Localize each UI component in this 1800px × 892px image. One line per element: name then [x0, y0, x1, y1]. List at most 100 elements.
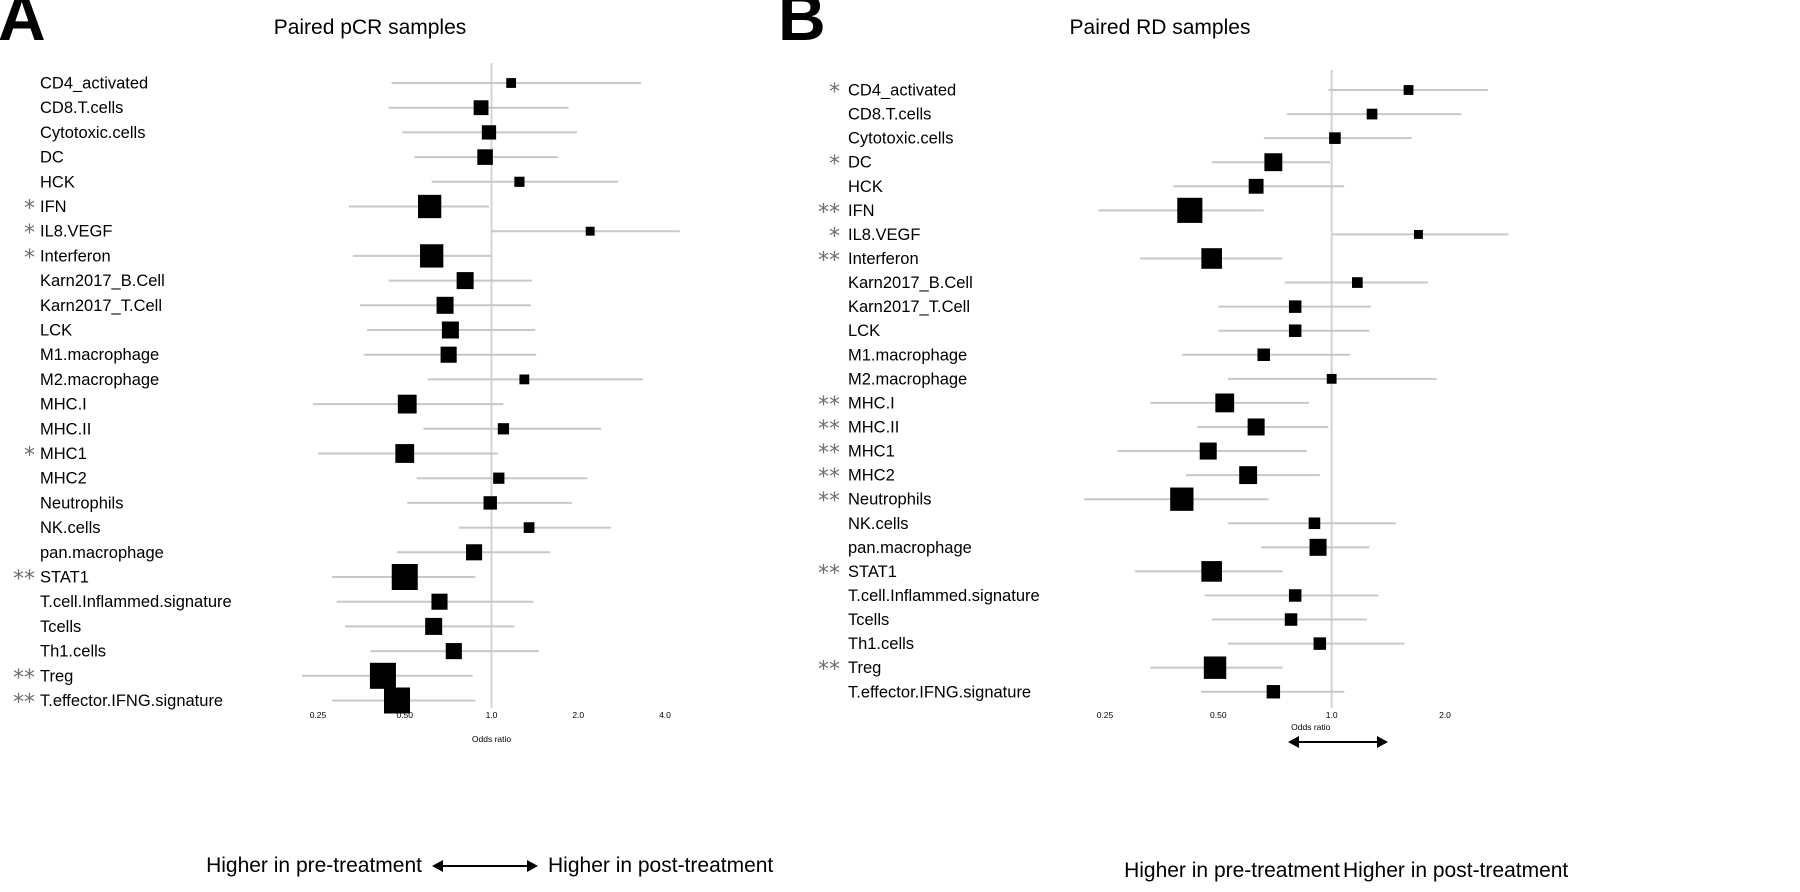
tick-label: 0.50 [396, 710, 413, 720]
significance-stars: * [829, 152, 840, 177]
significance-stars: ** [13, 666, 35, 691]
row-label: MHC2 [40, 470, 87, 488]
panel-letter: A [0, 0, 46, 54]
forest-row: T.cell.Inflammed.signature [40, 593, 534, 611]
odds-ratio-point [1239, 466, 1258, 485]
odds-ratio-point [1329, 132, 1341, 144]
odds-ratio-point [493, 472, 505, 484]
forest-row: ** Neutrophils [818, 487, 1269, 514]
odds-ratio-point [1170, 487, 1194, 511]
odds-ratio-point [1308, 517, 1321, 530]
forest-row: Th1.cells [40, 643, 539, 661]
tick-label: 0.25 [310, 710, 327, 720]
direction-label-pre: Higher in pre-treatment [1124, 859, 1340, 882]
row-label: IFN [848, 202, 875, 220]
row-label: HCK [40, 173, 75, 191]
row-label: Karn2017_T.Cell [848, 298, 970, 316]
direction-label-post: Higher in post-treatment [548, 854, 773, 877]
tick-label: 0.25 [1097, 710, 1114, 720]
row-label: Cytotoxic.cells [848, 130, 953, 148]
row-label: Cytotoxic.cells [40, 124, 145, 142]
forest-row: Neutrophils [40, 494, 572, 512]
odds-ratio-point [456, 272, 474, 290]
row-label: Tcells [848, 611, 889, 629]
significance-stars: * [829, 80, 840, 105]
forest-row: Karn2017_B.Cell [848, 274, 1428, 292]
forest-row: M2.macrophage [40, 371, 643, 389]
forest-row: LCK [40, 321, 536, 340]
row-label: Tcells [40, 618, 81, 636]
row-label: M1.macrophage [848, 346, 967, 364]
row-label: STAT1 [848, 563, 897, 581]
forest-row: * IL8.VEGF [24, 221, 680, 246]
row-label: MHC1 [848, 443, 895, 461]
forest-row: M2.macrophage [848, 370, 1437, 388]
forest-row: T.effector.IFNG.signature [848, 683, 1345, 701]
row-label: IFN [40, 198, 67, 216]
forest-row: pan.macrophage [40, 544, 551, 562]
row-label: MHC1 [40, 445, 87, 463]
odds-ratio-point [431, 593, 448, 610]
forest-row: * IL8.VEGF [829, 224, 1509, 249]
direction-label-post: Higher in post-treatment [1343, 859, 1568, 882]
odds-ratio-point [1201, 561, 1222, 582]
odds-ratio-point [514, 176, 525, 187]
significance-stars: ** [818, 200, 840, 225]
tick-label: 2.0 [572, 710, 584, 720]
significance-stars: * [24, 444, 35, 469]
row-label: pan.macrophage [848, 539, 972, 557]
row-label: HCK [848, 178, 883, 196]
double-arrow-icon [1288, 736, 1388, 748]
row-label: T.effector.IFNG.signature [40, 692, 223, 710]
odds-ratio-point [395, 444, 415, 463]
odds-ratio-point [1313, 637, 1327, 650]
forest-row: MHC2 [40, 470, 588, 488]
x-axis-title: Odds ratio [1291, 722, 1330, 732]
forest-row: * DC [829, 152, 1331, 177]
forest-row: * Interferon [24, 244, 492, 271]
odds-ratio-point [523, 522, 535, 533]
forest-row: * MHC1 [24, 444, 498, 469]
forest-row: Karn2017_B.Cell [40, 272, 532, 290]
forest-row: ** MHC2 [818, 465, 1320, 490]
odds-ratio-point [1257, 348, 1270, 362]
row-label: Karn2017_B.Cell [40, 272, 165, 290]
forest-row: M1.macrophage [40, 346, 537, 364]
row-label: IL8.VEGF [40, 223, 112, 241]
panel-letter: B [778, 0, 826, 54]
odds-ratio-point [384, 687, 411, 714]
odds-ratio-point [473, 100, 489, 116]
odds-ratio-point [1284, 613, 1298, 626]
tick-label: 1.0 [486, 710, 498, 720]
odds-ratio-point [1199, 442, 1217, 460]
row-label: IL8.VEGF [848, 226, 920, 244]
odds-ratio-point [585, 226, 595, 236]
odds-ratio-point [441, 321, 459, 339]
row-label: T.cell.Inflammed.signature [848, 587, 1040, 605]
forest-row: MHC.II [40, 420, 602, 438]
odds-ratio-point [1247, 418, 1265, 436]
row-label: MHC.I [848, 394, 895, 412]
odds-ratio-point [497, 423, 510, 435]
significance-stars: ** [818, 441, 840, 466]
row-label: Interferon [848, 250, 919, 268]
row-label: M2.macrophage [848, 370, 967, 388]
odds-ratio-point [1288, 324, 1302, 337]
row-label: Interferon [40, 247, 111, 265]
forest-row: DC [40, 149, 558, 167]
row-label: MHC.II [848, 418, 899, 436]
tick-label: 4.0 [659, 710, 671, 720]
row-label: T.cell.Inflammed.signature [40, 593, 232, 611]
forest-row: NK.cells [848, 515, 1396, 533]
row-label: Karn2017_B.Cell [848, 274, 973, 292]
odds-ratio-point [391, 564, 418, 590]
row-label: Neutrophils [40, 494, 123, 512]
significance-stars: * [829, 224, 840, 249]
forest-row: Cytotoxic.cells [848, 130, 1412, 148]
row-label: Neutrophils [848, 491, 931, 509]
forest-row: Karn2017_T.Cell [848, 298, 1371, 316]
odds-ratio-point [1201, 248, 1222, 269]
significance-stars: ** [818, 489, 840, 514]
direction-label-pre: Higher in pre-treatment [206, 854, 422, 877]
